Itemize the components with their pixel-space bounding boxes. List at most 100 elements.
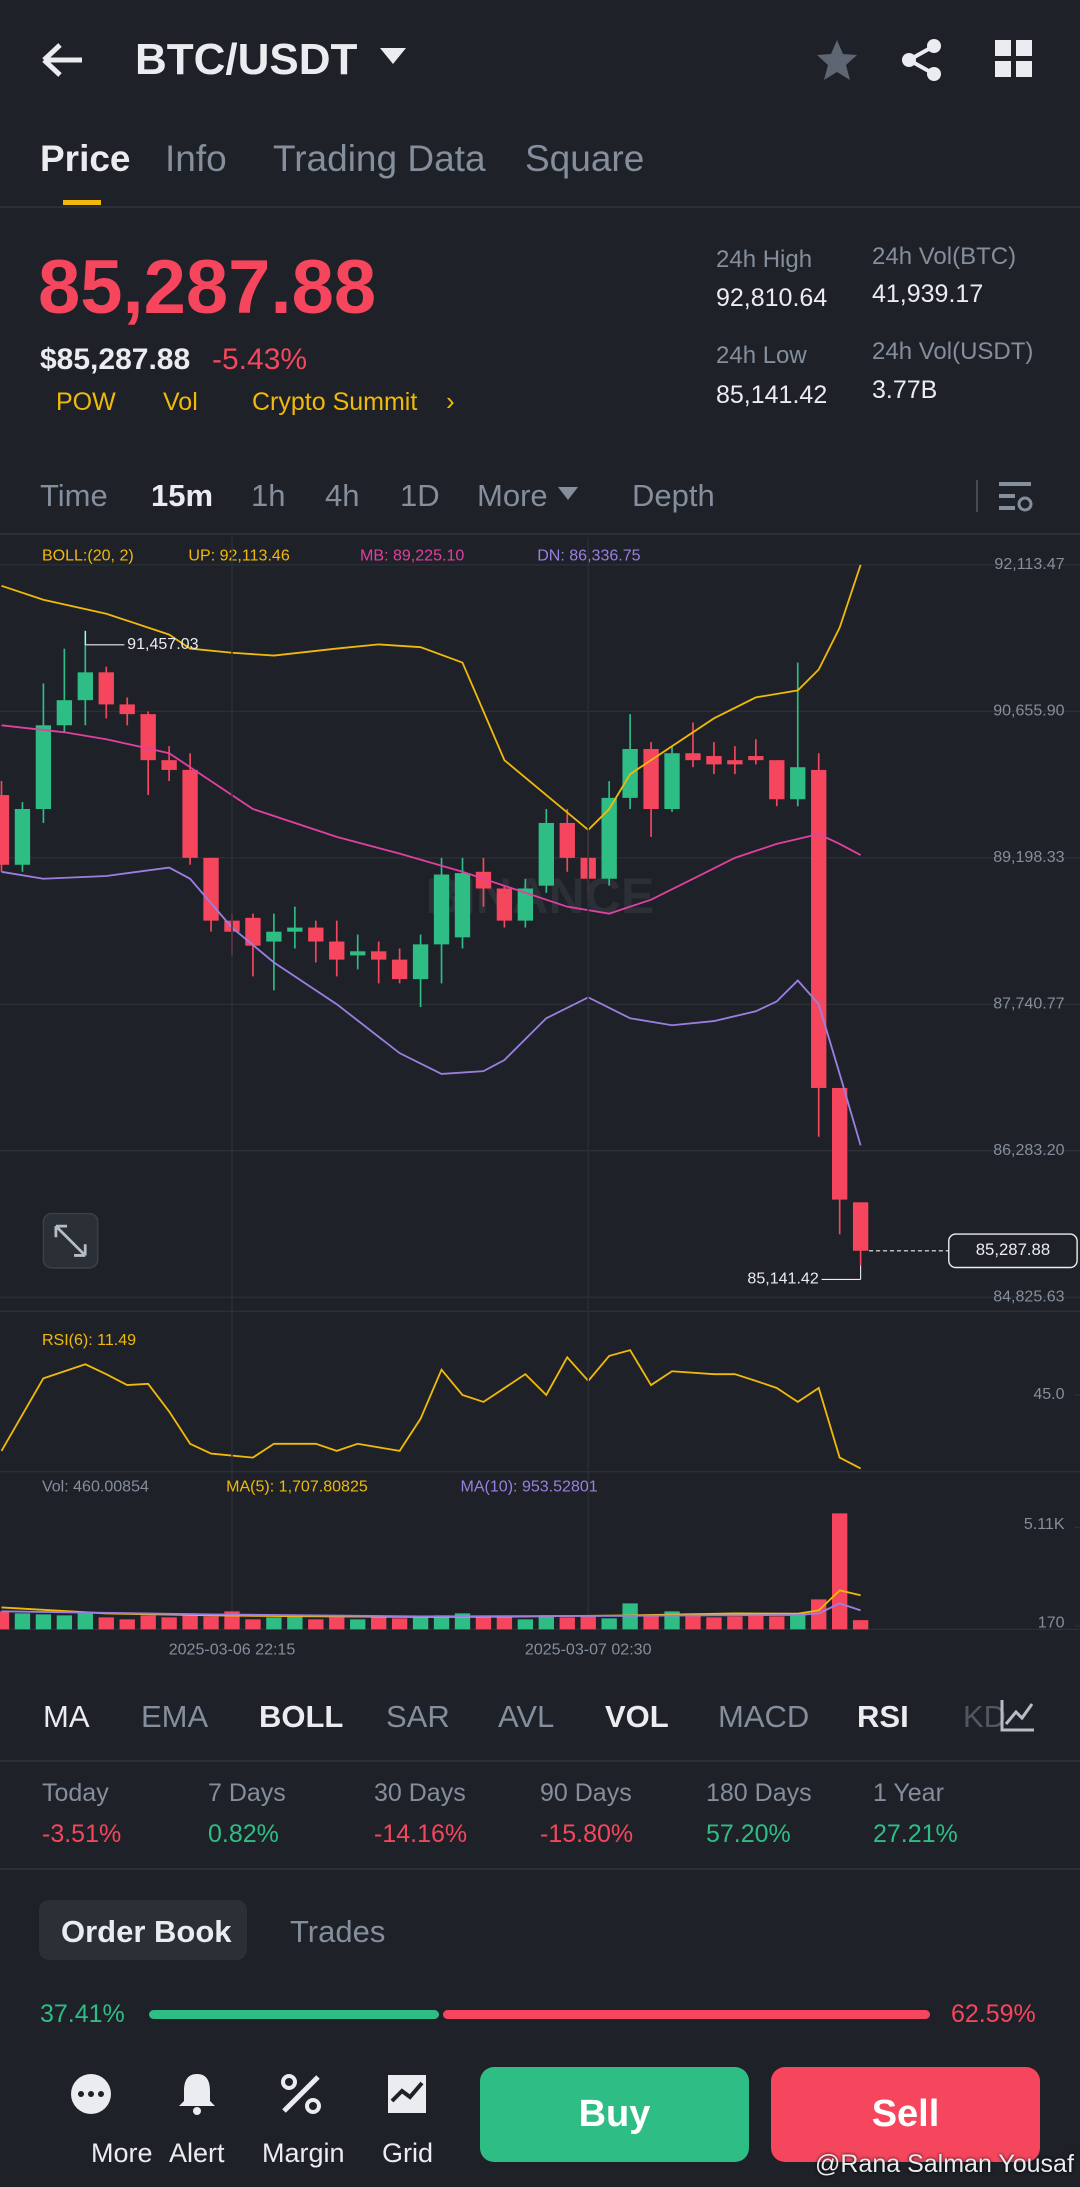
y-tick-label: 84,825.63 <box>993 1287 1064 1305</box>
expand-icon <box>54 1224 87 1257</box>
orderbook-tab[interactable]: Order Book <box>61 1914 232 1949</box>
tag[interactable]: POW <box>56 388 116 416</box>
sell-button[interactable]: Sell <box>771 2067 1040 2162</box>
volume-bar <box>580 1616 596 1630</box>
share-icon[interactable] <box>900 38 944 82</box>
indicator[interactable]: KD <box>963 1699 1007 1734</box>
divider <box>0 206 1080 208</box>
candle-body <box>664 753 680 810</box>
candle-body <box>559 822 575 858</box>
y-tick-label: 89,198.33 <box>993 848 1064 866</box>
stat-label: 24h Vol(USDT) <box>872 338 1034 365</box>
back-icon[interactable] <box>40 40 86 80</box>
volume-bar <box>0 1611 10 1630</box>
chart: BINANCE92,113.4790,655.9089,198.3387,740… <box>0 536 1080 1658</box>
candle-body <box>119 704 135 715</box>
candle-body <box>811 769 827 1088</box>
indicator[interactable]: EMA <box>141 1699 209 1734</box>
grid-bot-icon[interactable] <box>386 2073 428 2115</box>
star-icon[interactable] <box>815 38 859 82</box>
indicator[interactable]: SAR <box>386 1699 450 1734</box>
settings-icon[interactable] <box>975 478 1035 514</box>
more-caret <box>558 487 578 500</box>
interval[interactable]: 1h <box>251 478 286 513</box>
x-tick-label: 2025-03-06 22:15 <box>169 1640 296 1658</box>
volume-bar <box>769 1616 785 1630</box>
indicator[interactable]: BOLL <box>259 1699 344 1734</box>
candle-body <box>412 944 429 980</box>
period-label: 7 Days <box>208 1779 286 1807</box>
volume-bar <box>391 1618 408 1630</box>
indicator-line <box>1 1602 861 1618</box>
interval[interactable]: 1D <box>400 478 440 513</box>
volume-bar <box>56 1615 73 1630</box>
tag[interactable]: Vol <box>163 388 198 416</box>
legend-entry: DN: 86,336.75 <box>537 547 640 565</box>
interval[interactable]: Depth <box>632 478 715 513</box>
tab-info[interactable]: Info <box>165 138 227 179</box>
tab-trading-data[interactable]: Trading Data <box>273 138 486 179</box>
y-tick-label: 45.0 <box>1033 1385 1064 1403</box>
candle-body <box>475 871 492 889</box>
divider <box>0 1868 1080 1870</box>
more-icon[interactable] <box>70 2073 112 2115</box>
trades-tab[interactable]: Trades <box>290 1914 386 1949</box>
pair[interactable]: BTC/USDT <box>135 35 358 84</box>
indicator-line <box>0 1349 862 1470</box>
last-price: 85,287.88 <box>38 245 377 330</box>
volume-bar <box>98 1617 114 1630</box>
indicator[interactable]: MACD <box>718 1699 810 1734</box>
candle-body <box>56 700 73 726</box>
y-tick-label: 92,113.47 <box>994 555 1064 573</box>
period-change: -14.16% <box>374 1820 468 1848</box>
divider <box>0 533 1080 535</box>
interval[interactable]: 15m <box>151 478 214 513</box>
low-label: 85,141.42 <box>747 1270 818 1288</box>
candle-body <box>852 1202 869 1251</box>
candle-body <box>706 756 722 765</box>
candle-body <box>287 927 303 932</box>
ask-bar <box>443 2010 930 2019</box>
interval[interactable]: Time <box>40 478 108 513</box>
interval[interactable]: More <box>477 478 548 513</box>
volume-bar <box>77 1613 93 1630</box>
stat-label: 24h Low <box>716 342 807 369</box>
candle-body <box>454 873 471 938</box>
stat-value: 41,939.17 <box>872 280 984 308</box>
indicator[interactable]: AVL <box>498 1699 555 1734</box>
buy-button[interactable]: Buy <box>480 2067 749 2162</box>
tab-underline <box>63 200 101 205</box>
candle-body <box>433 874 450 945</box>
margin-icon[interactable] <box>280 2073 322 2115</box>
dropdown-icon[interactable] <box>380 48 406 66</box>
indicator[interactable]: MA <box>43 1699 90 1734</box>
bottom-label[interactable]: Alert <box>169 2138 225 2168</box>
interval[interactable]: 4h <box>325 478 360 513</box>
candle-body <box>308 927 324 942</box>
indicator[interactable]: RSI <box>857 1699 909 1734</box>
alert-icon[interactable] <box>176 2071 218 2115</box>
candle-body <box>831 1087 848 1200</box>
y-tick-label: 5.11K <box>1024 1515 1065 1533</box>
price-change: -5.43% <box>212 343 308 376</box>
indicator-line <box>1 564 862 832</box>
bottom-label[interactable]: Grid <box>382 2138 434 2168</box>
candle-body <box>329 941 345 960</box>
y-tick-label: 170 <box>1038 1613 1065 1631</box>
y-tick-label: 86,283.20 <box>993 1141 1064 1159</box>
tab-square[interactable]: Square <box>525 138 645 179</box>
period-change: -3.51% <box>42 1820 122 1848</box>
tag[interactable]: Crypto Summit <box>252 388 418 416</box>
tab-price[interactable]: Price <box>40 138 131 179</box>
volume-bar <box>601 1618 617 1630</box>
bottom-label[interactable]: More <box>91 2138 153 2168</box>
bottom-label[interactable]: Margin <box>262 2138 345 2168</box>
volume-bar <box>831 1513 848 1630</box>
candle-body <box>748 756 764 761</box>
indicator-settings[interactable] <box>1000 1698 1036 1732</box>
stat-label: 24h High <box>716 246 813 273</box>
candle-body <box>370 951 387 960</box>
indicator[interactable]: VOL <box>605 1699 669 1734</box>
grid-icon[interactable] <box>995 40 1033 78</box>
stat-label: 24h Vol(BTC) <box>872 243 1017 270</box>
